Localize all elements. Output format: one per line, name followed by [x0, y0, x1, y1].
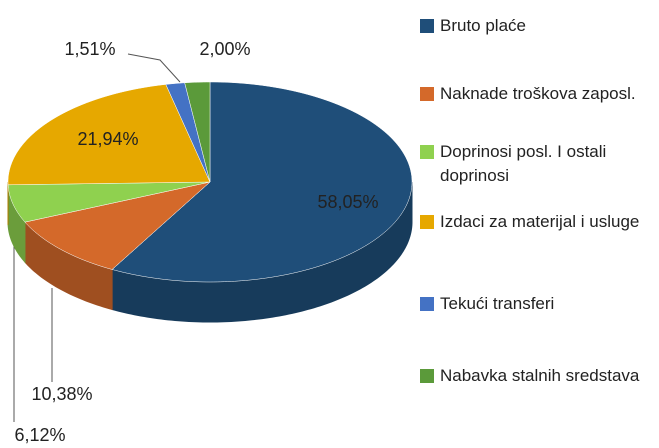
legend-entry: Nabavka stalnih sredstava	[420, 364, 655, 388]
data-label: 6,12%	[14, 425, 65, 445]
slice	[184, 81, 211, 183]
legend-label: Izdaci za materijal i usluge	[440, 212, 640, 231]
leader-line	[127, 53, 181, 83]
data-label: 2,00%	[199, 39, 250, 59]
slice	[7, 181, 211, 223]
legend-entry: Naknade troškova zaposl.	[420, 82, 655, 106]
legend-swatch	[420, 19, 434, 33]
legend-label: Tekući transferi	[440, 294, 555, 313]
data-label: 58,05%	[317, 192, 378, 212]
legend-label: Nabavka stalnih sredstava	[440, 366, 640, 385]
legend-entry: Bruto plaće	[420, 14, 655, 38]
legend-entry: Izdaci za materijal i usluge	[420, 210, 655, 234]
data-label: 1,51%	[64, 39, 115, 59]
legend-swatch	[420, 297, 434, 311]
legend-swatch	[420, 369, 434, 383]
legend-label: Bruto plaće	[440, 16, 526, 35]
data-label: 10,38%	[31, 384, 92, 404]
legend-label: Naknade troškova zaposl.	[440, 84, 636, 103]
legend-label: Doprinosi posl. I ostali doprinosi	[440, 142, 607, 185]
legend-swatch	[420, 215, 434, 229]
legend-entry: Tekući transferi	[420, 292, 655, 316]
legend-swatch	[420, 145, 434, 159]
slice	[24, 181, 211, 270]
slice	[7, 84, 211, 186]
data-label: 21,94%	[77, 129, 138, 149]
pie-area: 58,05% 10,38% 6,12% 21,94% 1,51% 2,00%	[7, 39, 413, 445]
slice	[111, 81, 413, 283]
legend-swatch	[420, 87, 434, 101]
slice	[165, 82, 211, 183]
legend-entry: Doprinosi posl. I ostali doprinosi	[420, 140, 655, 188]
